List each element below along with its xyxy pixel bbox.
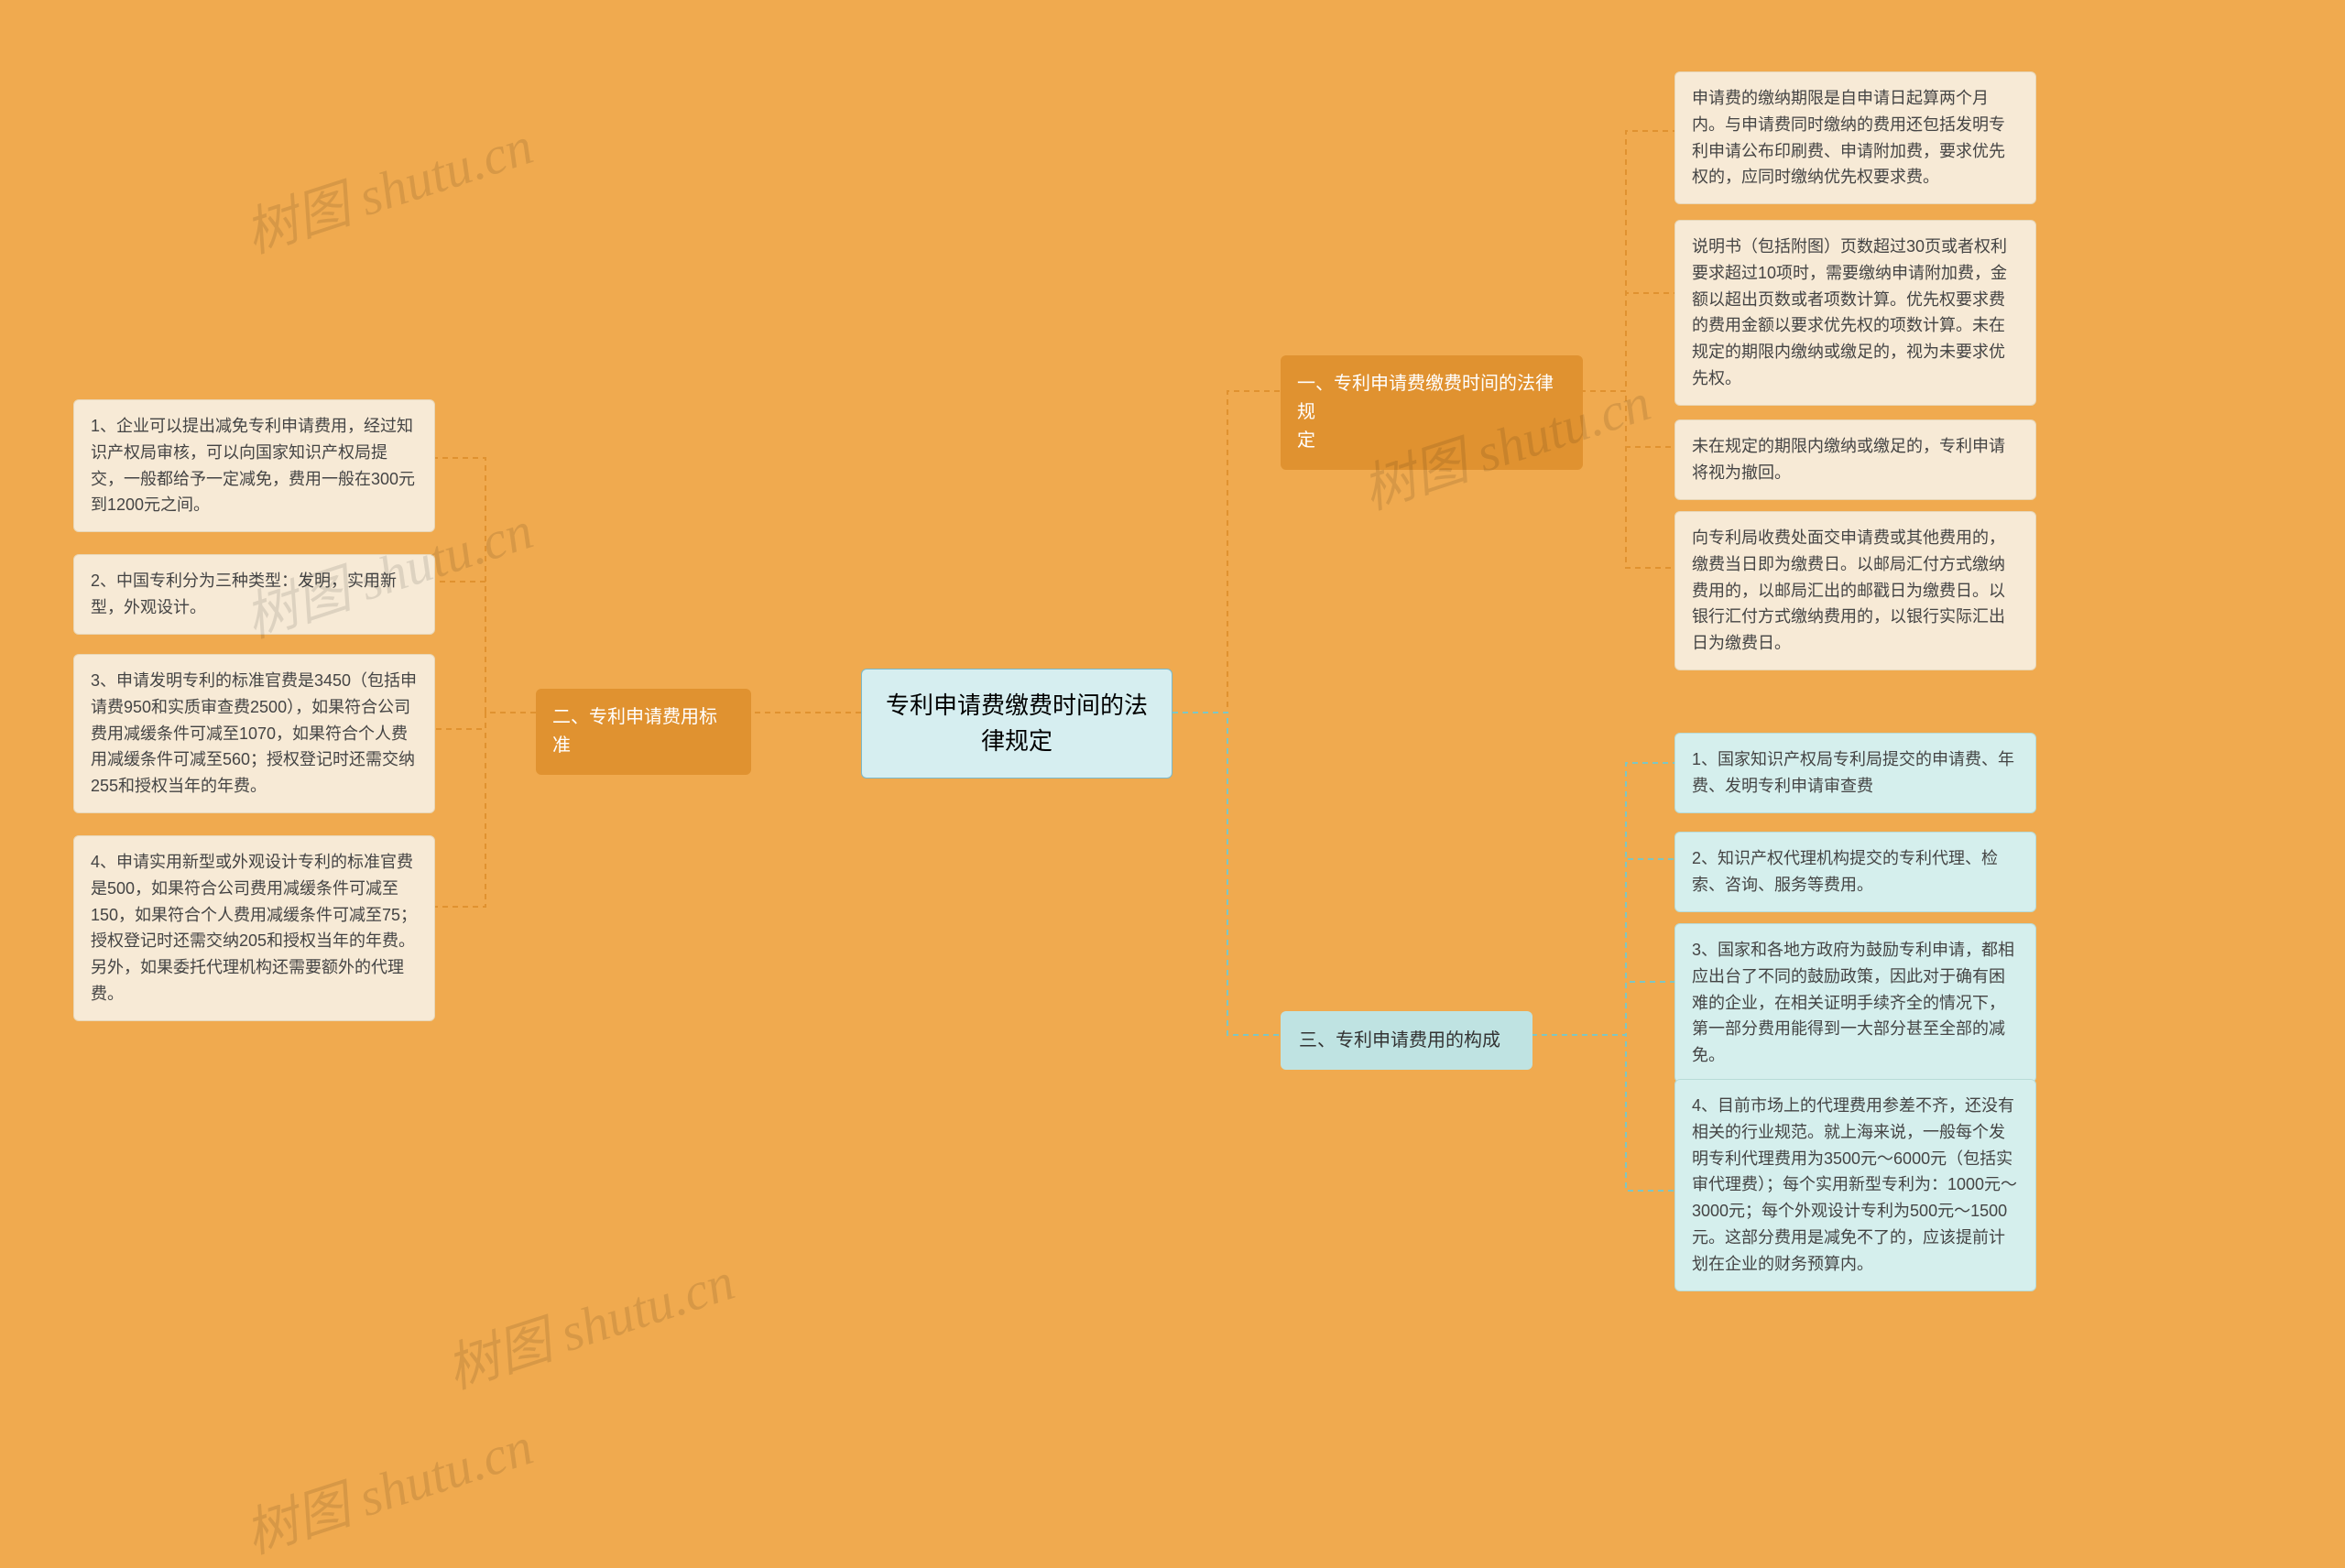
branch-2: 二、专利申请费用标准 — [536, 689, 751, 775]
branch2-leaf-2: 2、中国专利分为三种类型：发明，实用新型，外观设计。 — [73, 554, 435, 635]
center-topic: 专利申请费缴费时间的法 律规定 — [861, 669, 1172, 779]
branch-1-line2: 定 — [1297, 430, 1315, 451]
branch2-leaf-4: 4、申请实用新型或外观设计专利的标准官费是500，如果符合公司费用减缓条件可减至… — [73, 835, 435, 1021]
watermark: 树图 shutu.cn — [435, 1238, 742, 1403]
branch1-leaf-2: 说明书（包括附图）页数超过30页或者权利要求超过10项时，需要缴纳申请附加费，金… — [1674, 220, 2036, 406]
branch3-leaf-1: 1、国家知识产权局专利局提交的申请费、年费、发明专利申请审查费 — [1674, 733, 2036, 813]
branch-3: 三、专利申请费用的构成 — [1281, 1011, 1532, 1070]
branch-1: 一、专利申请费缴费时间的法律规 定 — [1281, 355, 1583, 470]
watermark: 树图 shutu.cn — [234, 1403, 540, 1568]
branch3-leaf-3: 3、国家和各地方政府为鼓励专利申请，都相应出台了不同的鼓励政策，因此对于确有困难… — [1674, 923, 2036, 1083]
center-line2: 律规定 — [981, 727, 1053, 755]
branch3-leaf-2: 2、知识产权代理机构提交的专利代理、检索、咨询、服务等费用。 — [1674, 832, 2036, 912]
branch1-leaf-1: 申请费的缴纳期限是自申请日起算两个月内。与申请费同时缴纳的费用还包括发明专利申请… — [1674, 71, 2036, 204]
branch1-leaf-3: 未在规定的期限内缴纳或缴足的，专利申请将视为撤回。 — [1674, 419, 2036, 500]
branch2-leaf-1: 1、企业可以提出减免专利申请费用，经过知识产权局审核，可以向国家知识产权局提交，… — [73, 399, 435, 532]
center-line1: 专利申请费缴费时间的法 — [886, 691, 1148, 719]
watermark: 树图 shutu.cn — [234, 103, 540, 267]
branch1-leaf-4: 向专利局收费处面交申请费或其他费用的，缴费当日即为缴费日。以邮局汇付方式缴纳费用… — [1674, 511, 2036, 670]
branch-1-line1: 一、专利申请费缴费时间的法律规 — [1297, 374, 1554, 422]
branch3-leaf-4: 4、目前市场上的代理费用参差不齐，还没有相关的行业规范。就上海来说，一般每个发明… — [1674, 1079, 2036, 1291]
branch2-leaf-3: 3、申请发明专利的标准官费是3450（包括申请费950和实质审查费2500），如… — [73, 654, 435, 813]
